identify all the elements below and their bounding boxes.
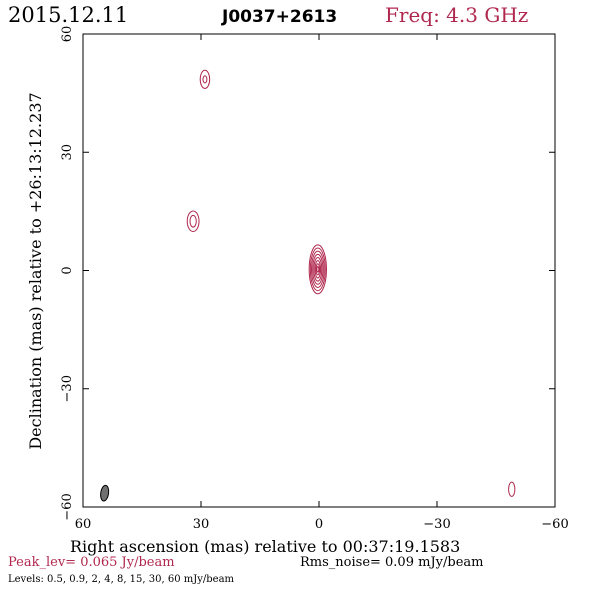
contour-ring bbox=[199, 69, 211, 89]
contour-ring bbox=[189, 214, 197, 228]
beam-group bbox=[100, 484, 110, 502]
contour-ring bbox=[314, 260, 322, 279]
x-tick-label: −60 bbox=[541, 517, 568, 532]
contour-ring bbox=[186, 210, 200, 232]
contour-ring bbox=[308, 244, 327, 295]
contour-ring bbox=[508, 481, 516, 497]
observation-date: 2015.12.11 bbox=[8, 3, 128, 27]
contour-ring bbox=[202, 75, 208, 84]
x-tick-label: 60 bbox=[75, 517, 92, 532]
y-tick-label: 30 bbox=[60, 144, 75, 161]
source-name: J0037+2613 bbox=[221, 7, 337, 27]
x-tick-label: 30 bbox=[193, 517, 210, 532]
y-axis-label: Declination (mas) relative to +26:13:12.… bbox=[26, 92, 45, 449]
x-tick-label: 0 bbox=[315, 517, 323, 532]
contour-ring bbox=[312, 253, 324, 285]
contour-ring bbox=[313, 256, 323, 282]
contour-ring bbox=[315, 263, 321, 276]
contour-levels: Levels: 0.5, 0.9, 2, 4, 8, 15, 30, 60 mJ… bbox=[8, 574, 235, 585]
contour-ring bbox=[311, 250, 325, 288]
contour-ring bbox=[316, 266, 320, 273]
rms-noise: Rms_noise= 0.09 mJy/beam bbox=[300, 555, 483, 570]
y-tick-label: −30 bbox=[60, 375, 75, 402]
x-axis-label: Right ascension (mas) relative to 00:37:… bbox=[70, 537, 460, 556]
contours bbox=[186, 69, 516, 497]
axis-ticks bbox=[82, 33, 556, 508]
tick-labels: 60 30 0 −30 −60 −60 −30 0 30 60 bbox=[60, 26, 569, 532]
contour-ring bbox=[309, 247, 326, 292]
y-tick-label: −60 bbox=[60, 493, 75, 520]
x-tick-label: −30 bbox=[423, 517, 450, 532]
frequency-label: Freq: 4.3 GHz bbox=[385, 3, 528, 27]
beam-ellipse bbox=[100, 484, 110, 502]
y-tick-label: 0 bbox=[60, 266, 75, 274]
peak-level: Peak_lev= 0.065 Jy/beam bbox=[8, 555, 175, 570]
y-tick-label: 60 bbox=[60, 26, 75, 43]
